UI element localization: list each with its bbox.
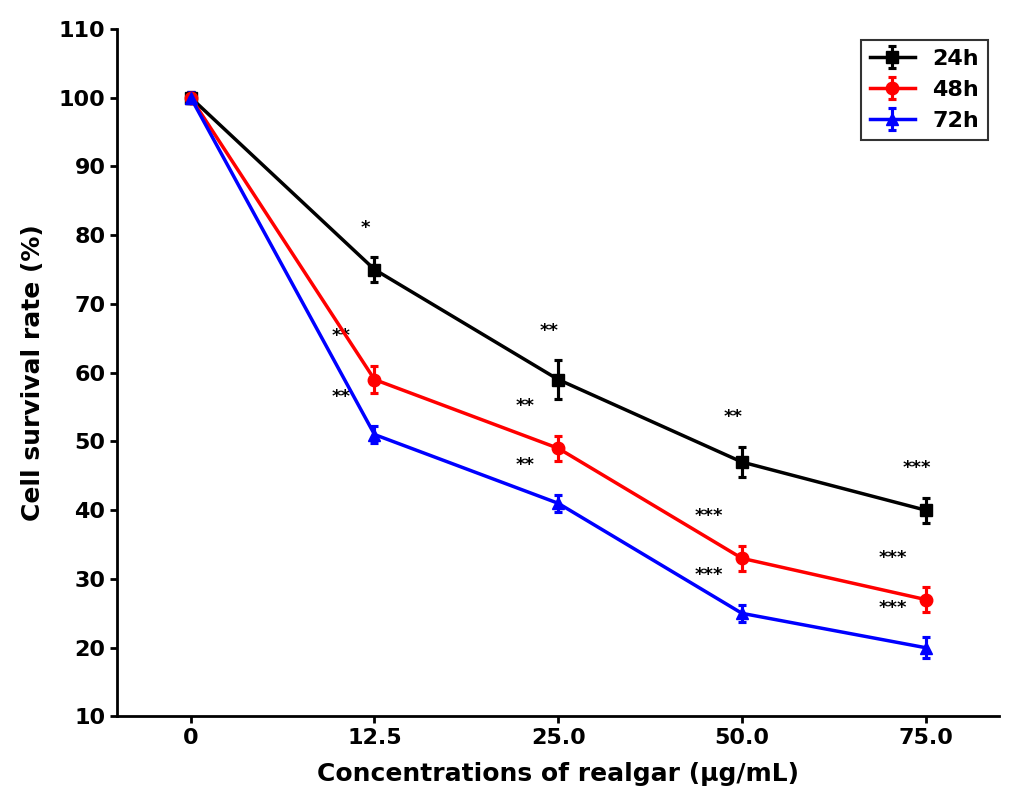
- Legend: 24h, 48h, 72h: 24h, 48h, 72h: [860, 40, 987, 140]
- Text: ***: ***: [877, 599, 906, 617]
- X-axis label: Concentrations of realgar (μg/mL): Concentrations of realgar (μg/mL): [317, 762, 799, 786]
- Text: ***: ***: [877, 549, 906, 567]
- Text: ***: ***: [694, 567, 722, 584]
- Text: **: **: [539, 322, 558, 340]
- Text: **: **: [722, 408, 742, 426]
- Text: **: **: [331, 327, 351, 345]
- Text: *: *: [360, 219, 370, 236]
- Text: **: **: [331, 387, 351, 406]
- Text: **: **: [516, 457, 534, 475]
- Y-axis label: Cell survival rate (%): Cell survival rate (%): [20, 224, 45, 521]
- Text: **: **: [516, 397, 534, 416]
- Text: ***: ***: [902, 459, 929, 477]
- Text: ***: ***: [694, 508, 722, 525]
